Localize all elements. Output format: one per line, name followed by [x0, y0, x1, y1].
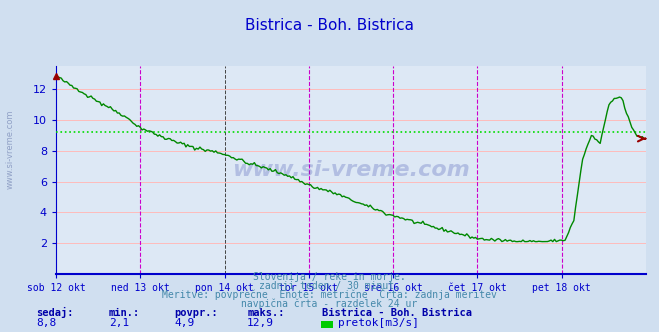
- Text: Bistrica - Boh. Bistrica: Bistrica - Boh. Bistrica: [245, 18, 414, 33]
- Text: Meritve: povprečne  Enote: metrične  Črta: zadnja meritev: Meritve: povprečne Enote: metrične Črta:…: [162, 288, 497, 300]
- Text: 4,9: 4,9: [175, 318, 195, 328]
- Text: zadnji teden / 30 minut.: zadnji teden / 30 minut.: [259, 281, 400, 291]
- Text: navpična črta - razdelek 24 ur: navpična črta - razdelek 24 ur: [241, 299, 418, 309]
- Text: 2,1: 2,1: [109, 318, 129, 328]
- Text: www.si-vreme.com: www.si-vreme.com: [5, 110, 14, 189]
- Text: maks.:: maks.:: [247, 308, 285, 318]
- Text: min.:: min.:: [109, 308, 140, 318]
- Text: 12,9: 12,9: [247, 318, 274, 328]
- Text: sedaj:: sedaj:: [36, 307, 74, 318]
- Text: Slovenija / reke in morje.: Slovenija / reke in morje.: [253, 272, 406, 282]
- Text: pretok[m3/s]: pretok[m3/s]: [338, 318, 419, 328]
- Text: 8,8: 8,8: [36, 318, 57, 328]
- Text: povpr.:: povpr.:: [175, 308, 218, 318]
- Text: Bistrica - Boh. Bistrica: Bistrica - Boh. Bistrica: [322, 308, 472, 318]
- Text: www.si-vreme.com: www.si-vreme.com: [232, 160, 470, 180]
